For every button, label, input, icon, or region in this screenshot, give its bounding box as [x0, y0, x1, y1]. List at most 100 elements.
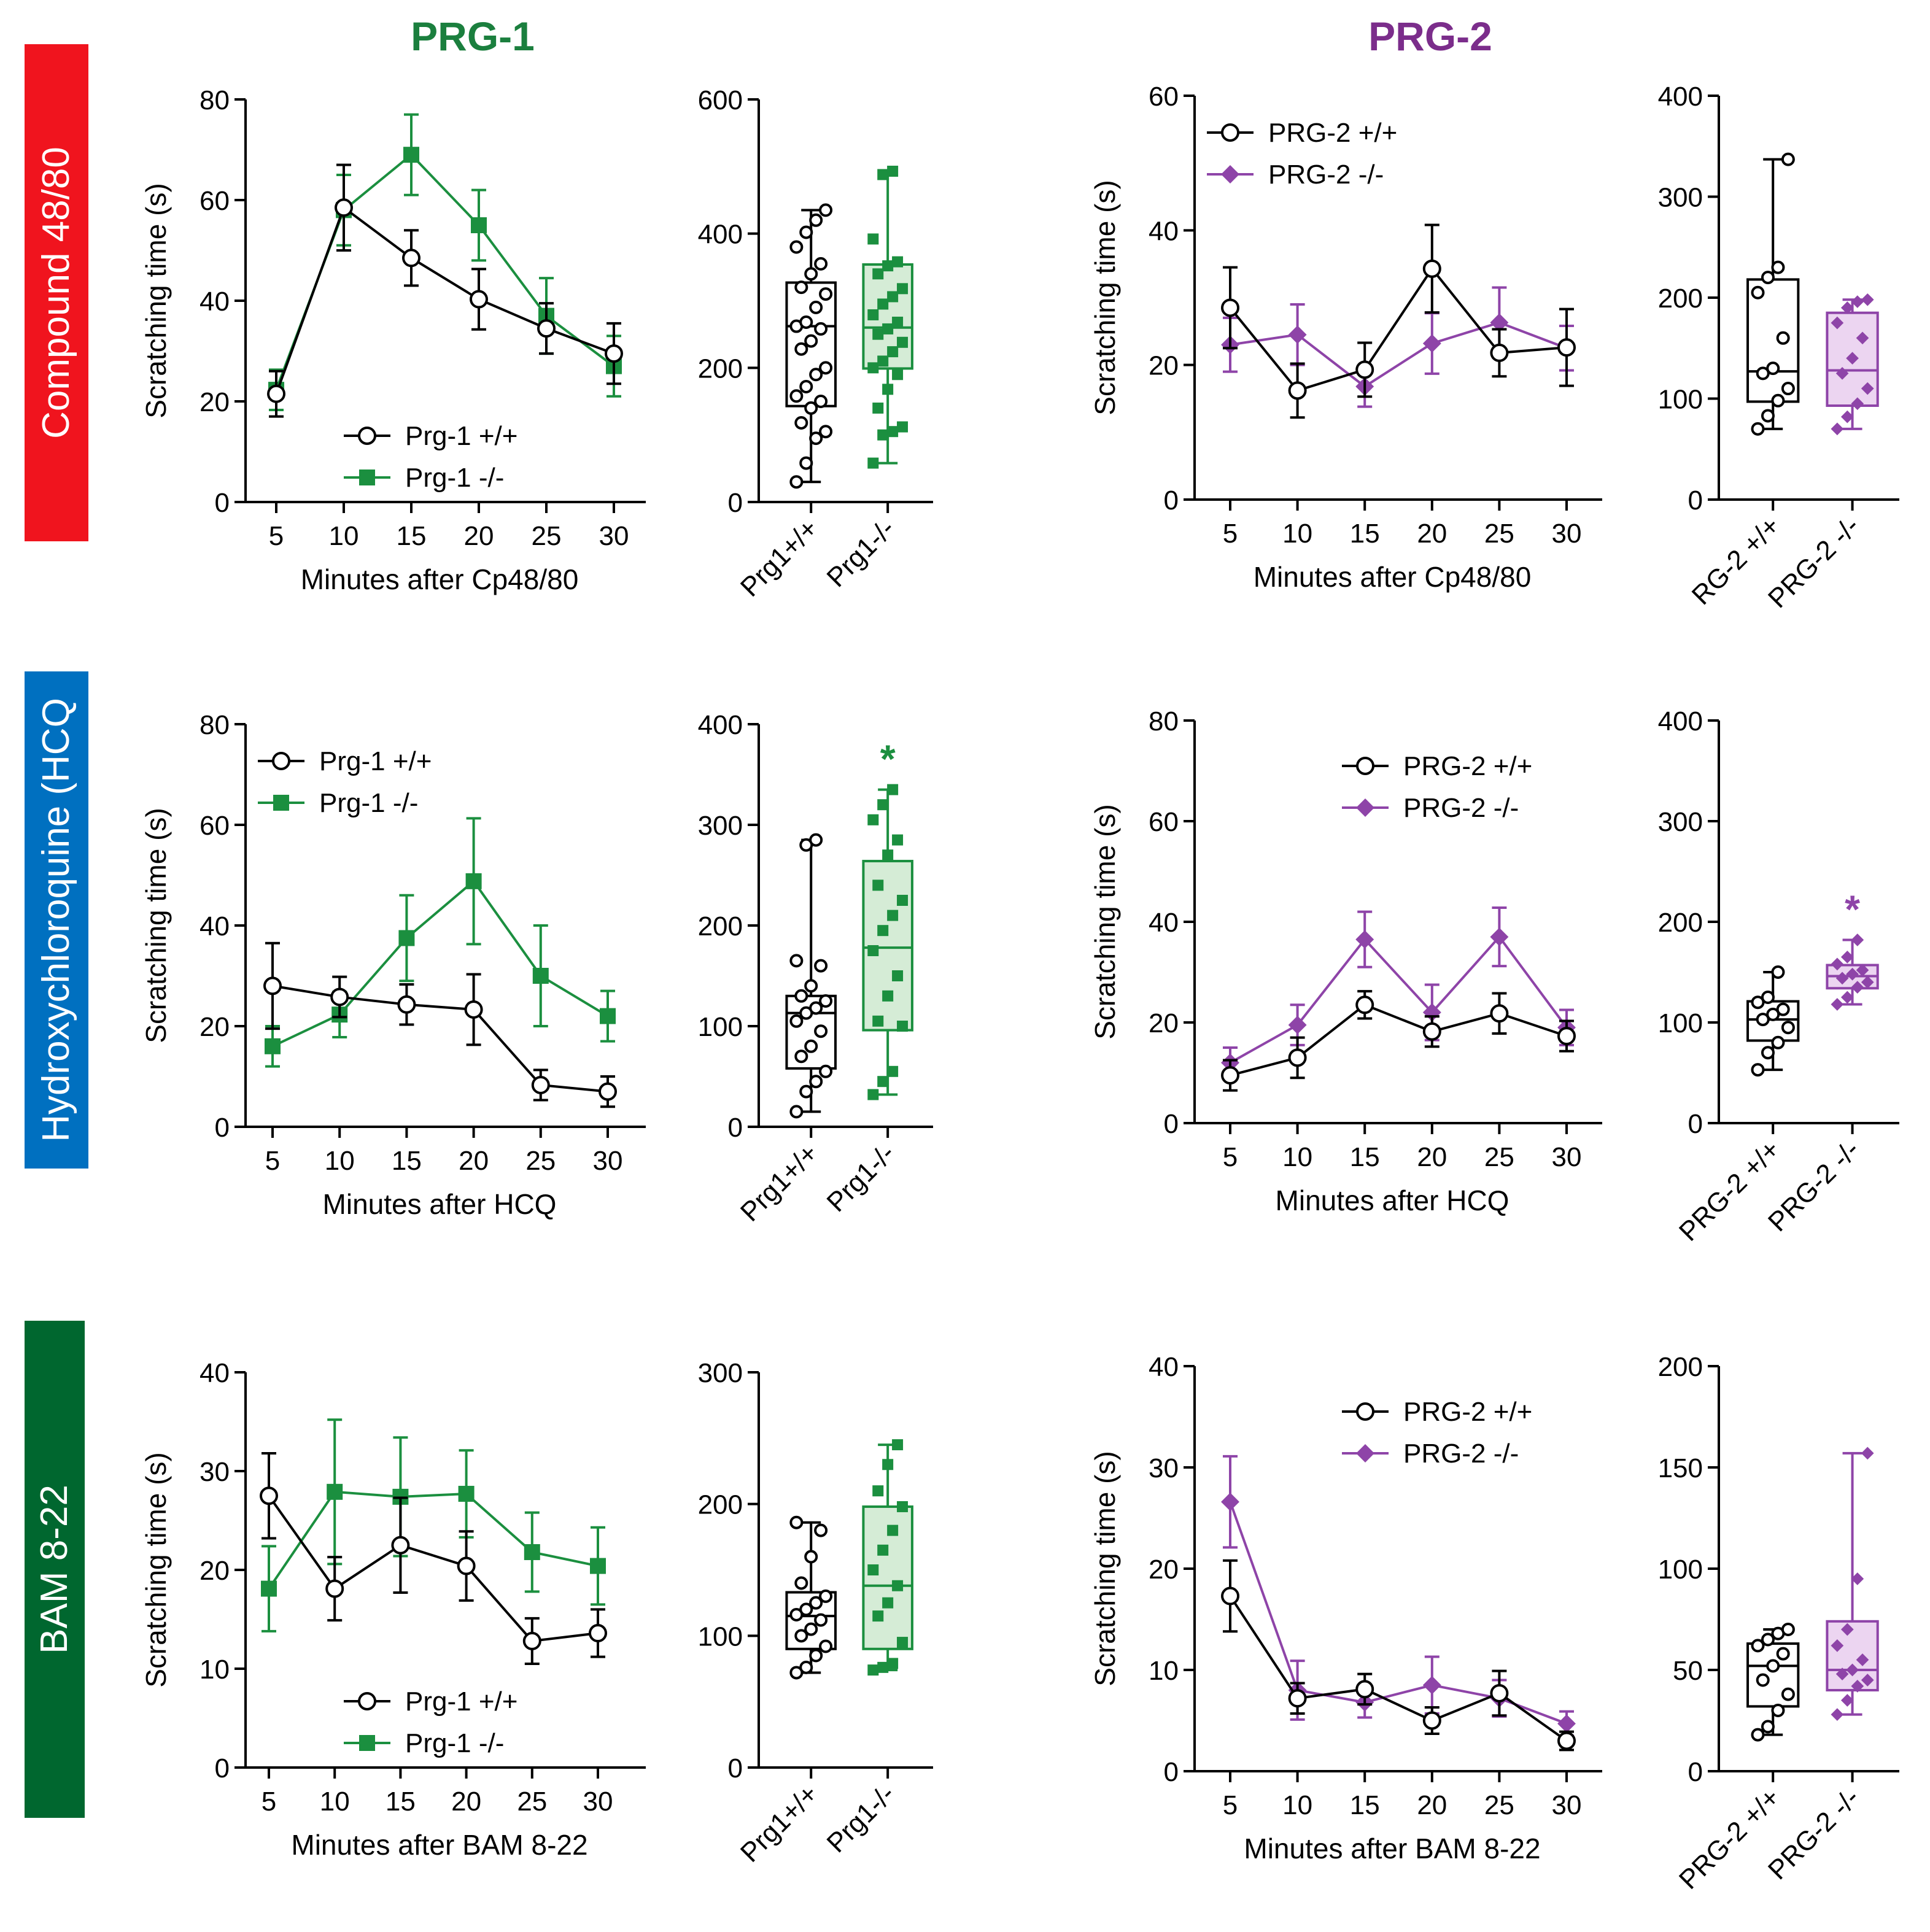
data-point	[867, 233, 879, 245]
data-point	[794, 1576, 808, 1590]
data-point	[1766, 361, 1780, 376]
y-tick-label: 20	[200, 1556, 230, 1586]
legend: Prg-1 +/+ Prg-1 -/-	[258, 746, 432, 818]
data-point	[1861, 1674, 1874, 1687]
series-knockout	[268, 113, 622, 411]
series-line	[1229, 266, 1567, 392]
x-tick-label: 30	[593, 1146, 623, 1176]
legend-label: Prg-1 -/-	[405, 463, 504, 493]
data-point	[877, 799, 889, 811]
series-wildtype	[263, 941, 617, 1108]
data-point	[897, 283, 909, 295]
data-point	[1490, 1004, 1509, 1023]
x-tick-label: 5	[269, 521, 284, 551]
data-point	[1751, 1639, 1765, 1653]
data-point	[794, 415, 808, 430]
data-point	[819, 425, 833, 439]
data-point	[1557, 338, 1576, 357]
x-tick-label: 25	[517, 1787, 547, 1817]
data-point	[872, 402, 884, 414]
data-point	[1781, 382, 1795, 396]
y-tick-label: 40	[200, 1358, 230, 1388]
y-tick-label: 40	[1149, 216, 1179, 246]
data-point	[892, 369, 904, 381]
data-point	[1840, 1694, 1854, 1707]
legend: Prg-1 +/+ Prg-1 -/-	[344, 421, 517, 493]
data-point	[1861, 382, 1874, 395]
series-wildtype	[1221, 1559, 1576, 1752]
legend-marker	[1356, 757, 1374, 775]
data-point	[789, 389, 804, 403]
data-point	[872, 879, 884, 891]
data-point	[335, 198, 353, 217]
legend-label: Prg-1 -/-	[319, 788, 418, 818]
series-line	[1230, 1003, 1567, 1077]
data-point	[887, 165, 899, 177]
y-tick-label: 300	[1658, 807, 1703, 837]
legend-label: Prg-1 -/-	[405, 1728, 504, 1758]
legend-label: PRG-2 -/-	[1403, 1439, 1519, 1469]
data-point	[531, 1075, 550, 1094]
data-point	[804, 401, 818, 415]
box-chart-hcq-prg1-box: 0 100 200 300 400 Prg1+/+Prg1-/- *	[698, 710, 933, 1227]
data-point	[1846, 352, 1859, 365]
y-tick-label: 100	[698, 1012, 743, 1042]
data-point	[1761, 1720, 1775, 1734]
data-point	[1851, 1680, 1864, 1693]
y-tick-label: 40	[1149, 908, 1179, 938]
x-tick-label: 30	[599, 521, 629, 551]
y-tick-label: 200	[698, 1490, 743, 1520]
data-point	[789, 1105, 804, 1119]
x-tick-label: 10	[329, 521, 359, 551]
data-point	[532, 968, 549, 984]
data-point	[819, 994, 833, 1008]
x-axis-label: Minutes after Cp48/80	[1254, 561, 1532, 593]
data-point	[897, 1501, 909, 1512]
data-point	[1221, 298, 1239, 317]
data-point	[887, 1524, 899, 1536]
data-point	[1851, 397, 1864, 411]
x-tick-label: 25	[532, 521, 562, 551]
data-point	[872, 268, 884, 280]
data-point	[1751, 995, 1765, 1010]
x-tick-label: 5	[265, 1146, 280, 1176]
data-point	[590, 1558, 606, 1574]
row-label-box	[25, 671, 88, 1169]
y-tick-label: 60	[1149, 82, 1179, 112]
data-point	[799, 1084, 813, 1099]
data-point	[872, 1610, 884, 1622]
data-point	[1840, 951, 1854, 964]
data-point	[1756, 1013, 1770, 1027]
y-axis-label: Scratching time (s)	[1089, 1451, 1121, 1686]
data-point	[814, 1024, 828, 1038]
data-point	[897, 421, 909, 433]
data-point	[809, 1075, 823, 1089]
data-point	[799, 315, 813, 329]
y-tick-label: 0	[1164, 1109, 1179, 1139]
data-point	[809, 300, 823, 314]
data-point	[1840, 991, 1854, 1004]
data-point	[897, 336, 909, 348]
data-point	[1776, 331, 1790, 345]
series-wildtype	[267, 163, 623, 418]
data-point	[1851, 981, 1864, 994]
data-point	[819, 1064, 833, 1078]
x-tick-label: 25	[1484, 1142, 1514, 1172]
significance-marker: *	[880, 737, 896, 781]
y-tick-label: 80	[1149, 706, 1179, 736]
data-point	[1490, 927, 1509, 946]
x-tick-label: 15	[397, 521, 427, 551]
data-point	[330, 987, 349, 1007]
data-point	[267, 384, 285, 403]
legend-marker	[1356, 1444, 1374, 1463]
data-point	[867, 362, 879, 374]
data-point	[877, 429, 889, 441]
data-point	[892, 1439, 904, 1451]
data-point	[819, 287, 833, 301]
data-point	[804, 1622, 818, 1636]
y-tick-label: 100	[1658, 385, 1703, 415]
data-point	[391, 1536, 410, 1555]
box-group-0: Prg1+/+	[735, 1515, 837, 1868]
legend: PRG-2 +/+ PRG-2 -/-	[1207, 118, 1397, 190]
